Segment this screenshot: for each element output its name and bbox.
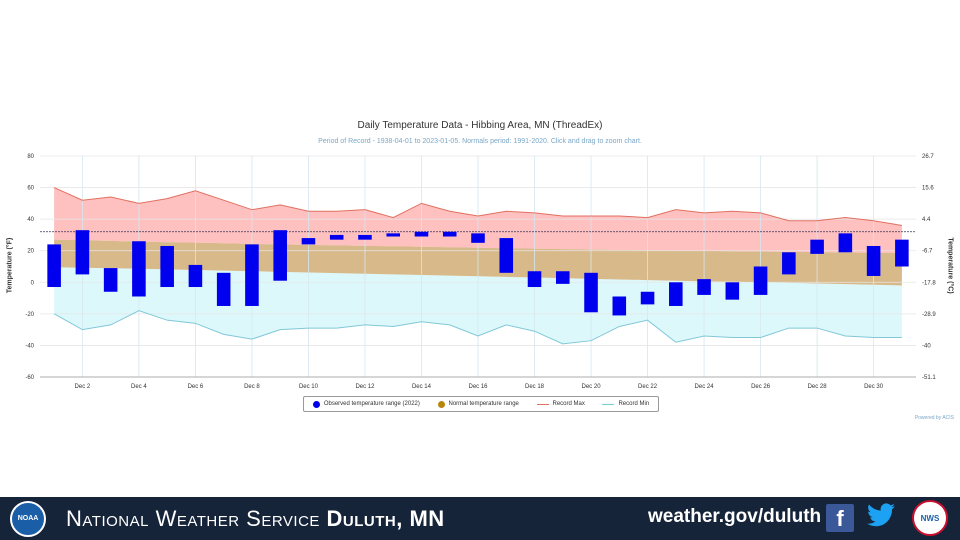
x-tick-label: Dec 18 — [525, 384, 545, 390]
observed-bar[interactable] — [584, 272, 598, 313]
office-title: National Weather Service Duluth, MN — [66, 506, 445, 532]
x-tick-label: Dec 26 — [751, 384, 771, 390]
observed-bar[interactable] — [442, 231, 457, 237]
y-tick-label-f: 20 — [27, 249, 34, 255]
y-tick-label-f: -40 — [25, 343, 34, 349]
observed-bar[interactable] — [725, 282, 740, 300]
observed-bar[interactable] — [612, 296, 627, 316]
y-tick-label-f: 0 — [31, 280, 35, 286]
legend-line-icon — [602, 403, 615, 405]
agency-name: National Weather Service — [66, 505, 327, 531]
observed-bar[interactable] — [838, 233, 853, 253]
observed-bar[interactable] — [47, 244, 61, 288]
x-tick-label: Dec 14 — [412, 384, 432, 390]
y-tick-label-f: 60 — [27, 186, 34, 192]
y-tick-label-f: 80 — [27, 154, 34, 160]
x-tick-label: Dec 6 — [188, 384, 204, 390]
legend-item-normal[interactable]: Normal temperature range — [437, 400, 519, 408]
y-tick-label-c: 4.4 — [922, 217, 931, 223]
acis-credit-link[interactable]: Powered by ACIS — [914, 415, 954, 421]
x-tick-label: Dec 16 — [468, 384, 488, 390]
legend-label: Normal temperature range — [448, 401, 519, 407]
nws-footer-banner: NOAA National Weather Service Duluth, MN… — [0, 497, 960, 540]
observed-bar[interactable] — [75, 230, 90, 275]
x-tick-label: Dec 4 — [131, 384, 147, 390]
observed-bar[interactable] — [132, 241, 146, 297]
y-tick-label-c: -28.9 — [922, 312, 936, 318]
observed-bar[interactable] — [782, 252, 796, 275]
legend-item-record-min[interactable]: Record Min — [602, 401, 649, 407]
legend-line-icon — [536, 403, 549, 405]
legend-label: Record Min — [618, 401, 650, 407]
x-tick-label: Dec 12 — [355, 384, 375, 390]
observed-bar[interactable] — [216, 272, 231, 306]
record-min-line — [53, 310, 902, 345]
y-tick-label-f: 40 — [27, 217, 34, 223]
website-link[interactable]: weather.gov/duluth — [648, 506, 822, 527]
record-max-line — [53, 187, 902, 226]
x-tick-label: Dec 20 — [582, 384, 602, 390]
observed-bar[interactable] — [753, 266, 768, 295]
y-tick-label-c: 15.6 — [922, 186, 934, 192]
observed-bar[interactable] — [245, 244, 259, 306]
nws-logo-icon: NWS — [912, 500, 948, 536]
observed-bar[interactable] — [160, 245, 174, 288]
observed-bar[interactable] — [329, 234, 344, 240]
legend-item-record-max[interactable]: Record Max — [536, 401, 585, 407]
observed-bar[interactable] — [555, 271, 570, 284]
facebook-icon[interactable]: f — [826, 504, 854, 532]
x-tick-label: Dec 22 — [638, 384, 658, 390]
y-tick-label-f: -60 — [25, 375, 34, 381]
observed-bar[interactable] — [866, 245, 881, 276]
observed-bar[interactable] — [640, 291, 655, 305]
x-tick-label: Dec 28 — [808, 384, 828, 390]
y-tick-label-c: -6.7 — [922, 249, 933, 255]
observed-bar[interactable] — [103, 268, 118, 292]
y-tick-label-c: -51.1 — [922, 375, 936, 381]
observed-bar[interactable] — [669, 282, 683, 306]
y-tick-label-c: -17.8 — [922, 280, 936, 286]
observed-bar[interactable] — [471, 233, 485, 243]
x-tick-label: Dec 30 — [864, 384, 884, 390]
x-tick-label: Dec 10 — [299, 384, 319, 390]
observed-bar[interactable] — [301, 238, 316, 245]
noaa-logo-icon: NOAA — [10, 500, 46, 537]
legend-item-observed[interactable]: Observed temperature range (2022) — [312, 400, 420, 408]
legend-dot-icon — [437, 400, 445, 408]
x-tick-label: Dec 8 — [244, 384, 260, 390]
observed-bar[interactable] — [414, 231, 429, 237]
x-tick-label: Dec 2 — [75, 384, 91, 390]
legend-label: Observed temperature range (2022) — [323, 401, 420, 407]
y-tick-label-f: -20 — [25, 312, 34, 318]
legend-label: Record Max — [552, 401, 585, 407]
office-name: Duluth, MN — [326, 505, 445, 531]
observed-bar[interactable] — [188, 264, 203, 288]
y-axis-title-celsius: Temperature (°C) — [946, 237, 954, 294]
y-axis-title-fahrenheit: Temperature (°F) — [6, 237, 14, 294]
chart-title: Daily Temperature Data - Hibbing Area, M… — [357, 120, 603, 131]
twitter-icon[interactable] — [866, 503, 896, 533]
x-tick-label: Dec 24 — [695, 384, 715, 390]
y-tick-label-c: -40 — [922, 343, 931, 349]
observed-bar[interactable] — [895, 239, 909, 267]
observed-bar[interactable] — [499, 238, 514, 273]
y-tick-label-c: 26.7 — [922, 154, 934, 160]
observed-bar[interactable] — [810, 239, 824, 254]
chart-legend: Observed temperature range (2022) Normal… — [303, 396, 659, 412]
observed-bar[interactable] — [527, 271, 542, 288]
observed-bar[interactable] — [697, 279, 711, 295]
observed-bar[interactable] — [386, 233, 401, 237]
legend-dot-icon — [312, 400, 320, 408]
observed-bar[interactable] — [273, 230, 287, 281]
observed-bar[interactable] — [358, 234, 372, 240]
chart-subtitle: Period of Record - 1938-04-01 to 2023-01… — [318, 138, 642, 145]
